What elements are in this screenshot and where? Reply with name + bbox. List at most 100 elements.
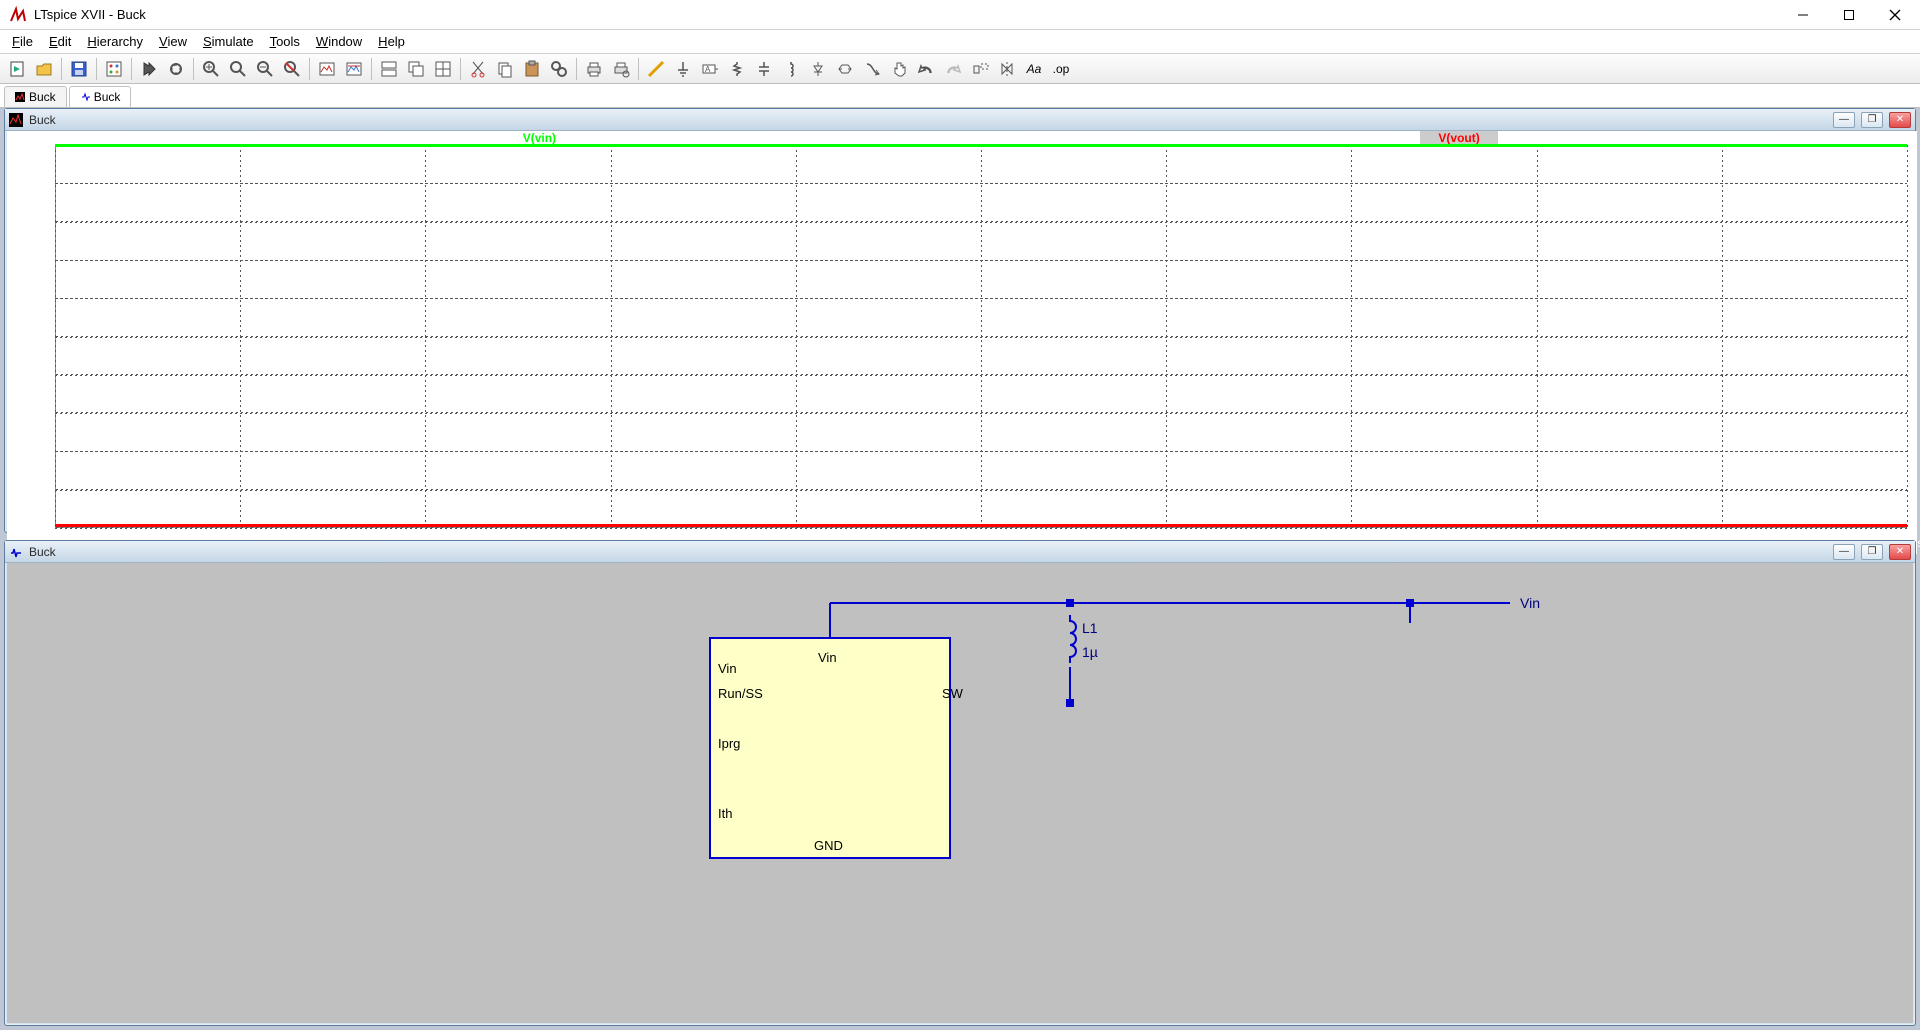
control-panel-button[interactable] [101, 56, 127, 82]
schematic-window-minimize-button[interactable]: — [1833, 544, 1855, 560]
save-button[interactable] [66, 56, 92, 82]
toolbar: A Aa .op [0, 54, 1920, 84]
schematic-window-title: Buck [29, 545, 56, 559]
svg-text:A: A [705, 65, 711, 74]
y-axis-tick-label: 2.82V [9, 444, 40, 458]
waveform-window[interactable]: Buck — ❐ ✕ V(vin)V(vout)2.70V2.76V2.82V2… [4, 108, 1916, 533]
schematic-window-maximize-button[interactable]: ❐ [1861, 544, 1883, 560]
svg-text:Vin: Vin [818, 650, 837, 665]
paste-button[interactable] [519, 56, 545, 82]
schematic-canvas[interactable]: VinL11µVinGNDVinRun/SSIprgIthSW [7, 563, 1913, 1023]
menu-help[interactable]: Help [370, 32, 413, 51]
pick-visible-button[interactable] [341, 56, 367, 82]
halt-button[interactable] [163, 56, 189, 82]
window-minimize-button[interactable] [1780, 0, 1826, 30]
menu-hierarchy[interactable]: Hierarchy [79, 32, 151, 51]
redo-button[interactable] [940, 56, 966, 82]
document-tab-label: Buck [29, 90, 56, 104]
titlebar: LTspice XVII - Buck [0, 0, 1920, 30]
menu-view[interactable]: View [151, 32, 195, 51]
zoom-fit-button[interactable] [279, 56, 305, 82]
menu-file[interactable]: File [4, 32, 41, 51]
svg-text:Run/SS: Run/SS [718, 686, 763, 701]
y-axis-tick-label: 3.30V [9, 138, 40, 152]
copy-button[interactable] [492, 56, 518, 82]
schematic-icon [80, 92, 90, 102]
y-axis-tick-label: 3.00V [9, 330, 40, 344]
y-axis-tick-label: 3.18V [9, 215, 40, 229]
menu-simulate[interactable]: Simulate [195, 32, 262, 51]
move-button[interactable] [859, 56, 885, 82]
waveform-window-minimize-button[interactable]: — [1833, 112, 1855, 128]
close-all-button[interactable] [430, 56, 456, 82]
open-button[interactable] [31, 56, 57, 82]
run-button[interactable] [136, 56, 162, 82]
y-axis-tick-label: 3.12V [9, 253, 40, 267]
schematic-window-close-button[interactable]: ✕ [1889, 544, 1911, 560]
menu-window[interactable]: Window [308, 32, 370, 51]
schematic-window[interactable]: Buck — ❐ ✕ VinL11µVinGNDVinRun/SSIprgIth… [4, 540, 1916, 1026]
label-net-button[interactable]: A [697, 56, 723, 82]
waveform-window-titlebar[interactable]: Buck — ❐ ✕ [5, 109, 1915, 131]
print-setup-button[interactable] [608, 56, 634, 82]
place-inductor-button[interactable] [778, 56, 804, 82]
tile-windows-button[interactable] [376, 56, 402, 82]
y-axis-tick-label: 2.70V [9, 521, 40, 535]
y-axis-tick-label: 2.88V [9, 406, 40, 420]
place-resistor-button[interactable] [724, 56, 750, 82]
autorange-button[interactable] [314, 56, 340, 82]
draw-wire-button[interactable] [643, 56, 669, 82]
window-title: LTspice XVII - Buck [34, 7, 1780, 22]
document-tab-schematic[interactable]: Buck [69, 86, 132, 107]
print-button[interactable] [581, 56, 607, 82]
document-tab-label: Buck [94, 90, 121, 104]
place-component-button[interactable] [832, 56, 858, 82]
zoom-out-button[interactable] [252, 56, 278, 82]
y-axis-tick-label: 3.06V [9, 291, 40, 305]
schematic-icon [9, 545, 23, 559]
waveform-window-maximize-button[interactable]: ❐ [1861, 112, 1883, 128]
cascade-windows-button[interactable] [403, 56, 429, 82]
trace-legend[interactable]: V(vout) [1420, 131, 1497, 145]
place-ground-button[interactable] [670, 56, 696, 82]
drag-button[interactable] [886, 56, 912, 82]
document-tab-strip: Buck Buck [0, 84, 1920, 108]
place-diode-button[interactable] [805, 56, 831, 82]
trace-V(vout)[interactable] [55, 524, 1907, 527]
menu-tools[interactable]: Tools [262, 32, 308, 51]
zoom-in-button[interactable] [198, 56, 224, 82]
y-axis-tick-label: 3.24V [9, 176, 40, 190]
mdi-workspace: Buck — ❐ ✕ V(vin)V(vout)2.70V2.76V2.82V2… [0, 108, 1920, 1030]
cut-button[interactable] [465, 56, 491, 82]
document-tab-plot[interactable]: Buck [4, 86, 67, 107]
schematic-window-titlebar[interactable]: Buck — ❐ ✕ [5, 541, 1915, 563]
waveform-window-close-button[interactable]: ✕ [1889, 112, 1911, 128]
plot-icon [9, 113, 23, 127]
trace-V(vin)[interactable] [55, 144, 1907, 147]
svg-text:GND: GND [814, 838, 843, 853]
plot-icon [15, 92, 25, 102]
find-button[interactable] [546, 56, 572, 82]
rotate-button[interactable] [967, 56, 993, 82]
waveform-plot[interactable]: V(vin)V(vout)2.70V2.76V2.82V2.88V2.94V3.… [7, 131, 1917, 554]
menu-edit[interactable]: Edit [41, 32, 79, 51]
y-axis-tick-label: 2.94V [9, 368, 40, 382]
svg-text:Vin: Vin [718, 661, 737, 676]
svg-text:Vin: Vin [1520, 595, 1540, 611]
menubar: File Edit Hierarchy View Simulate Tools … [0, 30, 1920, 54]
pan-button[interactable] [225, 56, 251, 82]
window-close-button[interactable] [1872, 0, 1918, 30]
svg-text:Ith: Ith [718, 806, 732, 821]
place-text-button[interactable]: Aa [1021, 56, 1047, 82]
mirror-button[interactable] [994, 56, 1020, 82]
app-icon [8, 5, 28, 25]
new-schematic-button[interactable] [4, 56, 30, 82]
svg-text:SW: SW [942, 686, 964, 701]
svg-text:L1: L1 [1082, 620, 1098, 636]
undo-button[interactable] [913, 56, 939, 82]
spice-directive-button[interactable]: .op [1048, 56, 1074, 82]
place-capacitor-button[interactable] [751, 56, 777, 82]
waveform-window-title: Buck [29, 113, 56, 127]
window-maximize-button[interactable] [1826, 0, 1872, 30]
svg-text:1µ: 1µ [1082, 644, 1098, 660]
